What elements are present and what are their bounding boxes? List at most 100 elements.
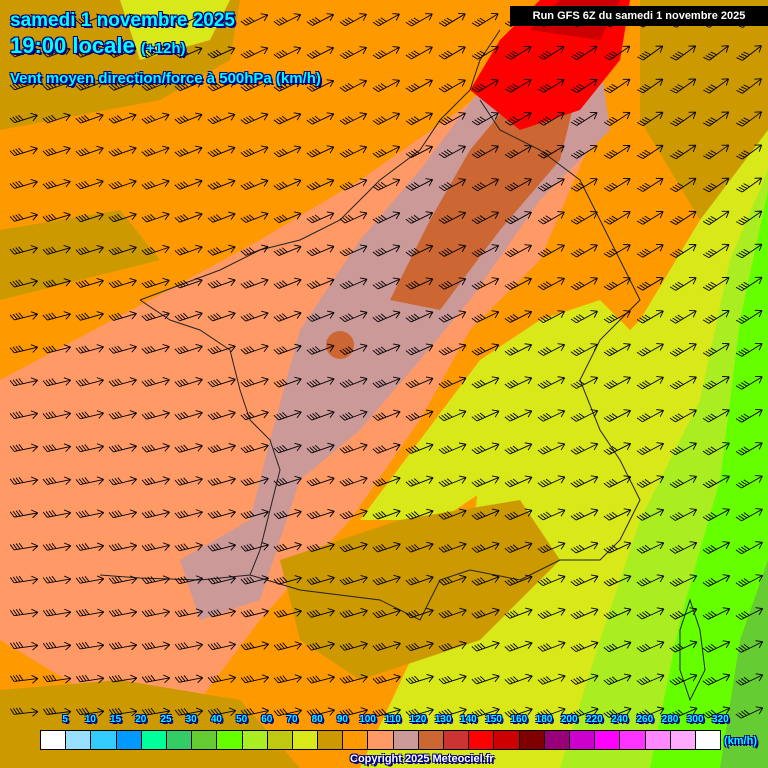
wind-arrow-icon	[75, 13, 104, 25]
wind-arrow-icon	[339, 608, 368, 618]
map-subtitle: Vent moyen direction/force à 500hPa (km/…	[10, 70, 321, 87]
wind-arrow-icon	[736, 144, 763, 160]
wind-arrow-icon	[372, 244, 401, 257]
wind-arrow-icon	[174, 575, 204, 585]
wind-arrow-icon	[141, 410, 170, 420]
wind-arrow-icon	[240, 277, 269, 289]
wind-arrow-icon	[75, 278, 104, 288]
wind-arrow-icon	[273, 277, 302, 289]
wind-arrow-icon	[405, 442, 434, 454]
wind-arrow-icon	[669, 673, 698, 686]
wind-arrow-icon	[438, 343, 467, 356]
wind-arrow-icon	[504, 607, 533, 619]
wind-arrow-icon	[504, 45, 532, 60]
wind-arrow-icon	[108, 244, 137, 256]
wind-arrow-icon	[438, 46, 466, 60]
wind-arrow-icon	[537, 211, 565, 225]
wind-arrow-icon	[372, 475, 401, 487]
wind-arrow-icon	[471, 46, 499, 60]
wind-arrow-icon	[438, 376, 467, 389]
wind-arrow-icon	[636, 177, 664, 192]
wind-arrow-icon	[405, 244, 434, 257]
wind-arrow-icon	[339, 79, 368, 92]
wind-arrow-icon	[702, 640, 731, 653]
wind-arrow-icon	[174, 277, 203, 289]
wind-arrow-icon	[42, 46, 71, 58]
wind-arrows	[9, 12, 764, 719]
wind-arrow-icon	[372, 343, 401, 356]
legend-swatch	[267, 731, 293, 749]
wind-arrow-icon	[42, 311, 71, 321]
wind-arrow-icon	[108, 145, 137, 157]
wind-arrow-icon	[306, 343, 335, 355]
wind-arrow-icon	[174, 178, 203, 190]
wind-arrow-icon	[405, 145, 434, 158]
wind-arrow-icon	[405, 607, 434, 619]
legend-label: 10	[84, 714, 96, 725]
wind-arrow-icon	[273, 442, 302, 454]
wind-arrow-icon	[306, 608, 335, 618]
legend-swatch	[569, 731, 596, 749]
zone-yellow-center	[360, 300, 640, 520]
wind-arrow-icon	[42, 13, 71, 25]
wind-arrow-icon	[735, 640, 764, 653]
wind-arrow-icon	[702, 243, 730, 258]
wind-arrow-icon	[174, 376, 203, 387]
wind-arrow-icon	[141, 509, 170, 519]
wind-arrow-icon	[174, 707, 204, 717]
wind-arrow-icon	[339, 112, 368, 125]
wind-arrow-icon	[669, 376, 697, 390]
wind-arrow-icon	[736, 177, 763, 193]
wind-arrow-icon	[570, 376, 599, 389]
wind-arrow-icon	[438, 442, 467, 455]
wind-arrow-icon	[637, 78, 664, 94]
wind-arrow-icon	[273, 542, 302, 552]
wind-arrow-icon	[75, 641, 105, 651]
wind-arrow-icon	[207, 310, 236, 322]
wind-arrow-icon	[438, 211, 467, 224]
wind-arrow-icon	[207, 46, 236, 59]
wind-arrow-icon	[438, 706, 467, 718]
wind-arrow-icon	[537, 706, 566, 718]
wind-arrow-icon	[306, 112, 335, 125]
wind-arrow-icon	[504, 145, 532, 159]
wind-arrow-icon	[537, 574, 566, 587]
wind-arrow-icon	[75, 145, 104, 157]
wind-arrow-icon	[537, 508, 566, 521]
wind-arrow-icon	[75, 575, 105, 585]
wind-arrow-icon	[636, 277, 664, 291]
wind-arrow-icon	[438, 112, 466, 126]
wind-arrow-icon	[603, 244, 631, 258]
wind-arrow-icon	[240, 674, 270, 684]
wind-arrow-icon	[108, 277, 137, 288]
wind-arrow-icon	[570, 640, 599, 652]
wind-arrow-icon	[372, 541, 401, 553]
legend-label: 25	[160, 714, 172, 725]
wind-arrow-icon	[504, 409, 533, 422]
legend-unit: (km/h)	[724, 735, 757, 747]
wind-arrow-icon	[735, 673, 764, 686]
wind-arrow-icon	[306, 442, 335, 454]
wind-arrow-icon	[141, 79, 170, 91]
wind-arrow-icon	[603, 475, 632, 488]
wind-arrow-icon	[471, 607, 500, 619]
wind-arrow-icon	[471, 178, 499, 192]
wind-arrow-icon	[537, 442, 566, 455]
wind-arrow-icon	[636, 640, 665, 653]
wind-arrow-icon	[372, 409, 401, 421]
wind-arrow-icon	[636, 243, 664, 258]
wind-arrow-icon	[405, 409, 434, 421]
wind-arrow-icon	[471, 673, 500, 685]
wind-arrow-icon	[273, 641, 302, 651]
wind-arrow-icon	[42, 245, 71, 255]
wind-arrow-icon	[306, 244, 335, 257]
wind-arrow-icon	[570, 508, 599, 521]
wind-arrow-icon	[405, 79, 433, 93]
legend-swatch	[695, 731, 721, 749]
wind-arrow-icon	[273, 13, 302, 26]
wind-arrow-icon	[702, 673, 731, 686]
wind-arrow-icon	[174, 443, 203, 453]
wind-arrow-icon	[405, 310, 434, 323]
wind-arrow-icon	[636, 442, 665, 455]
